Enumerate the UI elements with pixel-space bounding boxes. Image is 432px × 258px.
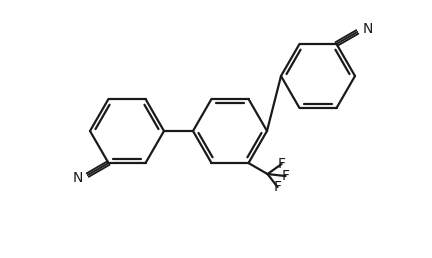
Text: F: F [273,180,282,194]
Text: F: F [282,169,289,183]
Text: F: F [277,157,286,171]
Text: N: N [362,22,373,36]
Text: N: N [72,171,83,185]
